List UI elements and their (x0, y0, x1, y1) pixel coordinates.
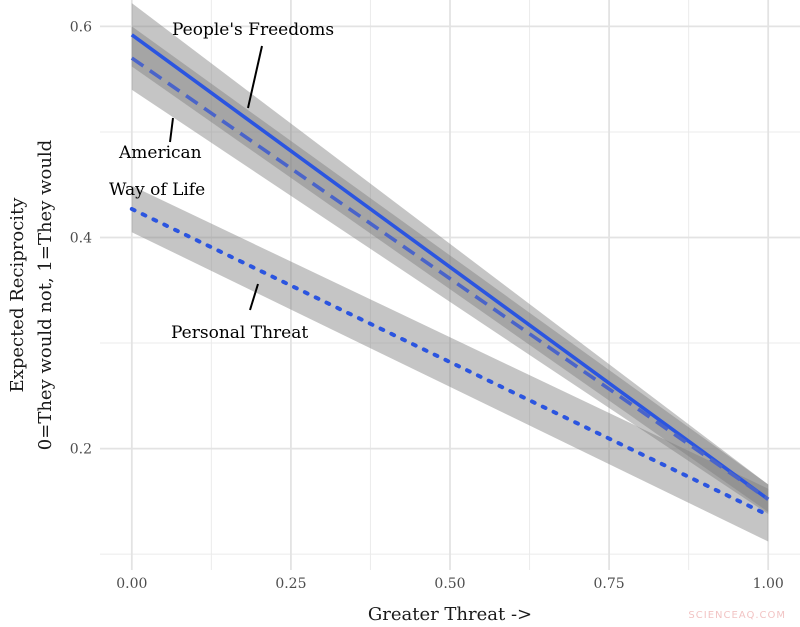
watermark: SCIENCEAQ.COM (688, 610, 786, 621)
annotation-american: American (118, 143, 202, 163)
y-axis-title-line1: Expected Reciprocity (7, 197, 28, 393)
x-tick-label: 0.50 (434, 576, 465, 592)
annotation-way-of-life: Way of Life (109, 180, 205, 200)
annotation-leader-lines (169, 45, 263, 311)
ci-band-series-2 (131, 185, 769, 542)
x-tick-label: 0.25 (275, 576, 306, 592)
series-lines (129, 33, 771, 518)
annotation-leader-line (249, 283, 259, 311)
y-tick-label: 0.4 (70, 231, 92, 247)
annotation-leader-line (247, 45, 263, 109)
series-line-1 (130, 56, 770, 501)
x-tick-label: 1.00 (753, 576, 784, 592)
x-tick-label: 0.00 (116, 576, 147, 592)
series-line-2 (129, 207, 771, 518)
series-line-0 (130, 33, 770, 501)
x-axis-title: Greater Threat -> (368, 604, 532, 625)
ci-band-series-1 (131, 26, 769, 515)
y-tick-label: 0.2 (70, 442, 92, 458)
y-tick-label: 0.6 (70, 19, 92, 35)
annotation-peoples-freedoms: People's Freedoms (172, 20, 334, 40)
y-axis-title-line2: 0=They would not, 1=They would (35, 140, 56, 450)
grid (100, 0, 800, 570)
x-axis-ticks: 0.00 0.25 0.50 0.75 1.00 (116, 576, 784, 592)
annotation-personal-threat: Personal Threat (171, 323, 308, 343)
annotation-leader-line (169, 117, 174, 143)
x-tick-label: 0.75 (594, 576, 625, 592)
y-axis-ticks: 0.2 0.4 0.6 (70, 19, 92, 457)
